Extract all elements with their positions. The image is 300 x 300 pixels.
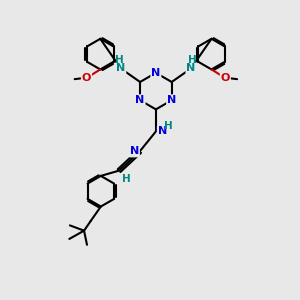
Text: N: N (130, 146, 139, 157)
Text: N: N (167, 95, 176, 105)
Text: O: O (220, 73, 230, 83)
Text: O: O (82, 73, 91, 83)
Text: H: H (188, 55, 197, 65)
Text: H: H (115, 55, 124, 65)
Text: N: N (116, 64, 125, 74)
Text: H: H (122, 174, 131, 184)
Text: N: N (158, 126, 167, 136)
Text: N: N (186, 64, 196, 74)
Text: N: N (151, 68, 160, 78)
Text: N: N (136, 95, 145, 105)
Text: H: H (164, 121, 172, 130)
